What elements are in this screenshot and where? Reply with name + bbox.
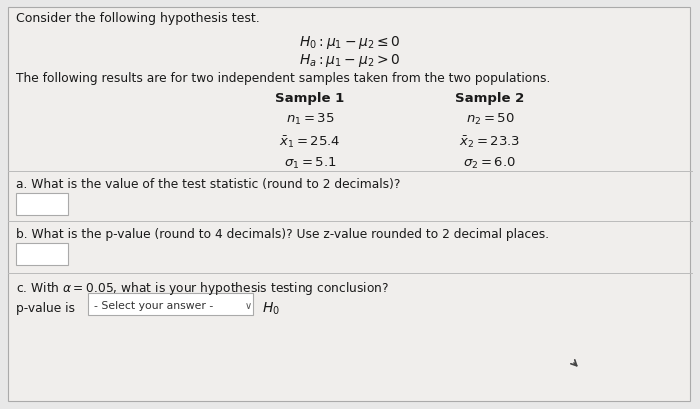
- Text: $\bar{x}_2 = 23.3$: $\bar{x}_2 = 23.3$: [459, 134, 521, 149]
- Text: $n_1 = 35$: $n_1 = 35$: [286, 112, 335, 127]
- Text: a. What is the value of the test statistic (round to 2 decimals)?: a. What is the value of the test statist…: [16, 178, 400, 191]
- Text: $n_2 = 50$: $n_2 = 50$: [466, 112, 514, 127]
- Text: ∨: ∨: [245, 300, 252, 310]
- Text: c. With $\alpha = 0.05$, what is your hypothesis testing conclusion?: c. With $\alpha = 0.05$, what is your hy…: [16, 279, 389, 296]
- FancyBboxPatch shape: [16, 243, 68, 265]
- FancyBboxPatch shape: [16, 193, 68, 216]
- Text: $\bar{x}_1 = 25.4$: $\bar{x}_1 = 25.4$: [279, 134, 341, 149]
- Text: - Select your answer -: - Select your answer -: [94, 300, 214, 310]
- Text: $\sigma_1 = 5.1$: $\sigma_1 = 5.1$: [284, 155, 337, 171]
- Text: Sample 2: Sample 2: [456, 92, 524, 105]
- FancyBboxPatch shape: [88, 293, 253, 315]
- Text: Consider the following hypothesis test.: Consider the following hypothesis test.: [16, 12, 260, 25]
- Text: $H_0: \mu_1 - \mu_2 \leq 0$: $H_0: \mu_1 - \mu_2 \leq 0$: [299, 34, 401, 51]
- Text: p-value is: p-value is: [16, 301, 75, 314]
- Text: $\sigma_2 = 6.0$: $\sigma_2 = 6.0$: [463, 155, 517, 171]
- Text: $H_a: \mu_1 - \mu_2 > 0$: $H_a: \mu_1 - \mu_2 > 0$: [299, 52, 401, 69]
- Text: b. What is the p-value (round to 4 decimals)? Use z-value rounded to 2 decimal p: b. What is the p-value (round to 4 decim…: [16, 227, 549, 240]
- Text: $H_0$: $H_0$: [262, 300, 280, 317]
- FancyBboxPatch shape: [8, 8, 690, 401]
- Text: Sample 1: Sample 1: [275, 92, 344, 105]
- Text: The following results are for two independent samples taken from the two populat: The following results are for two indepe…: [16, 72, 550, 85]
